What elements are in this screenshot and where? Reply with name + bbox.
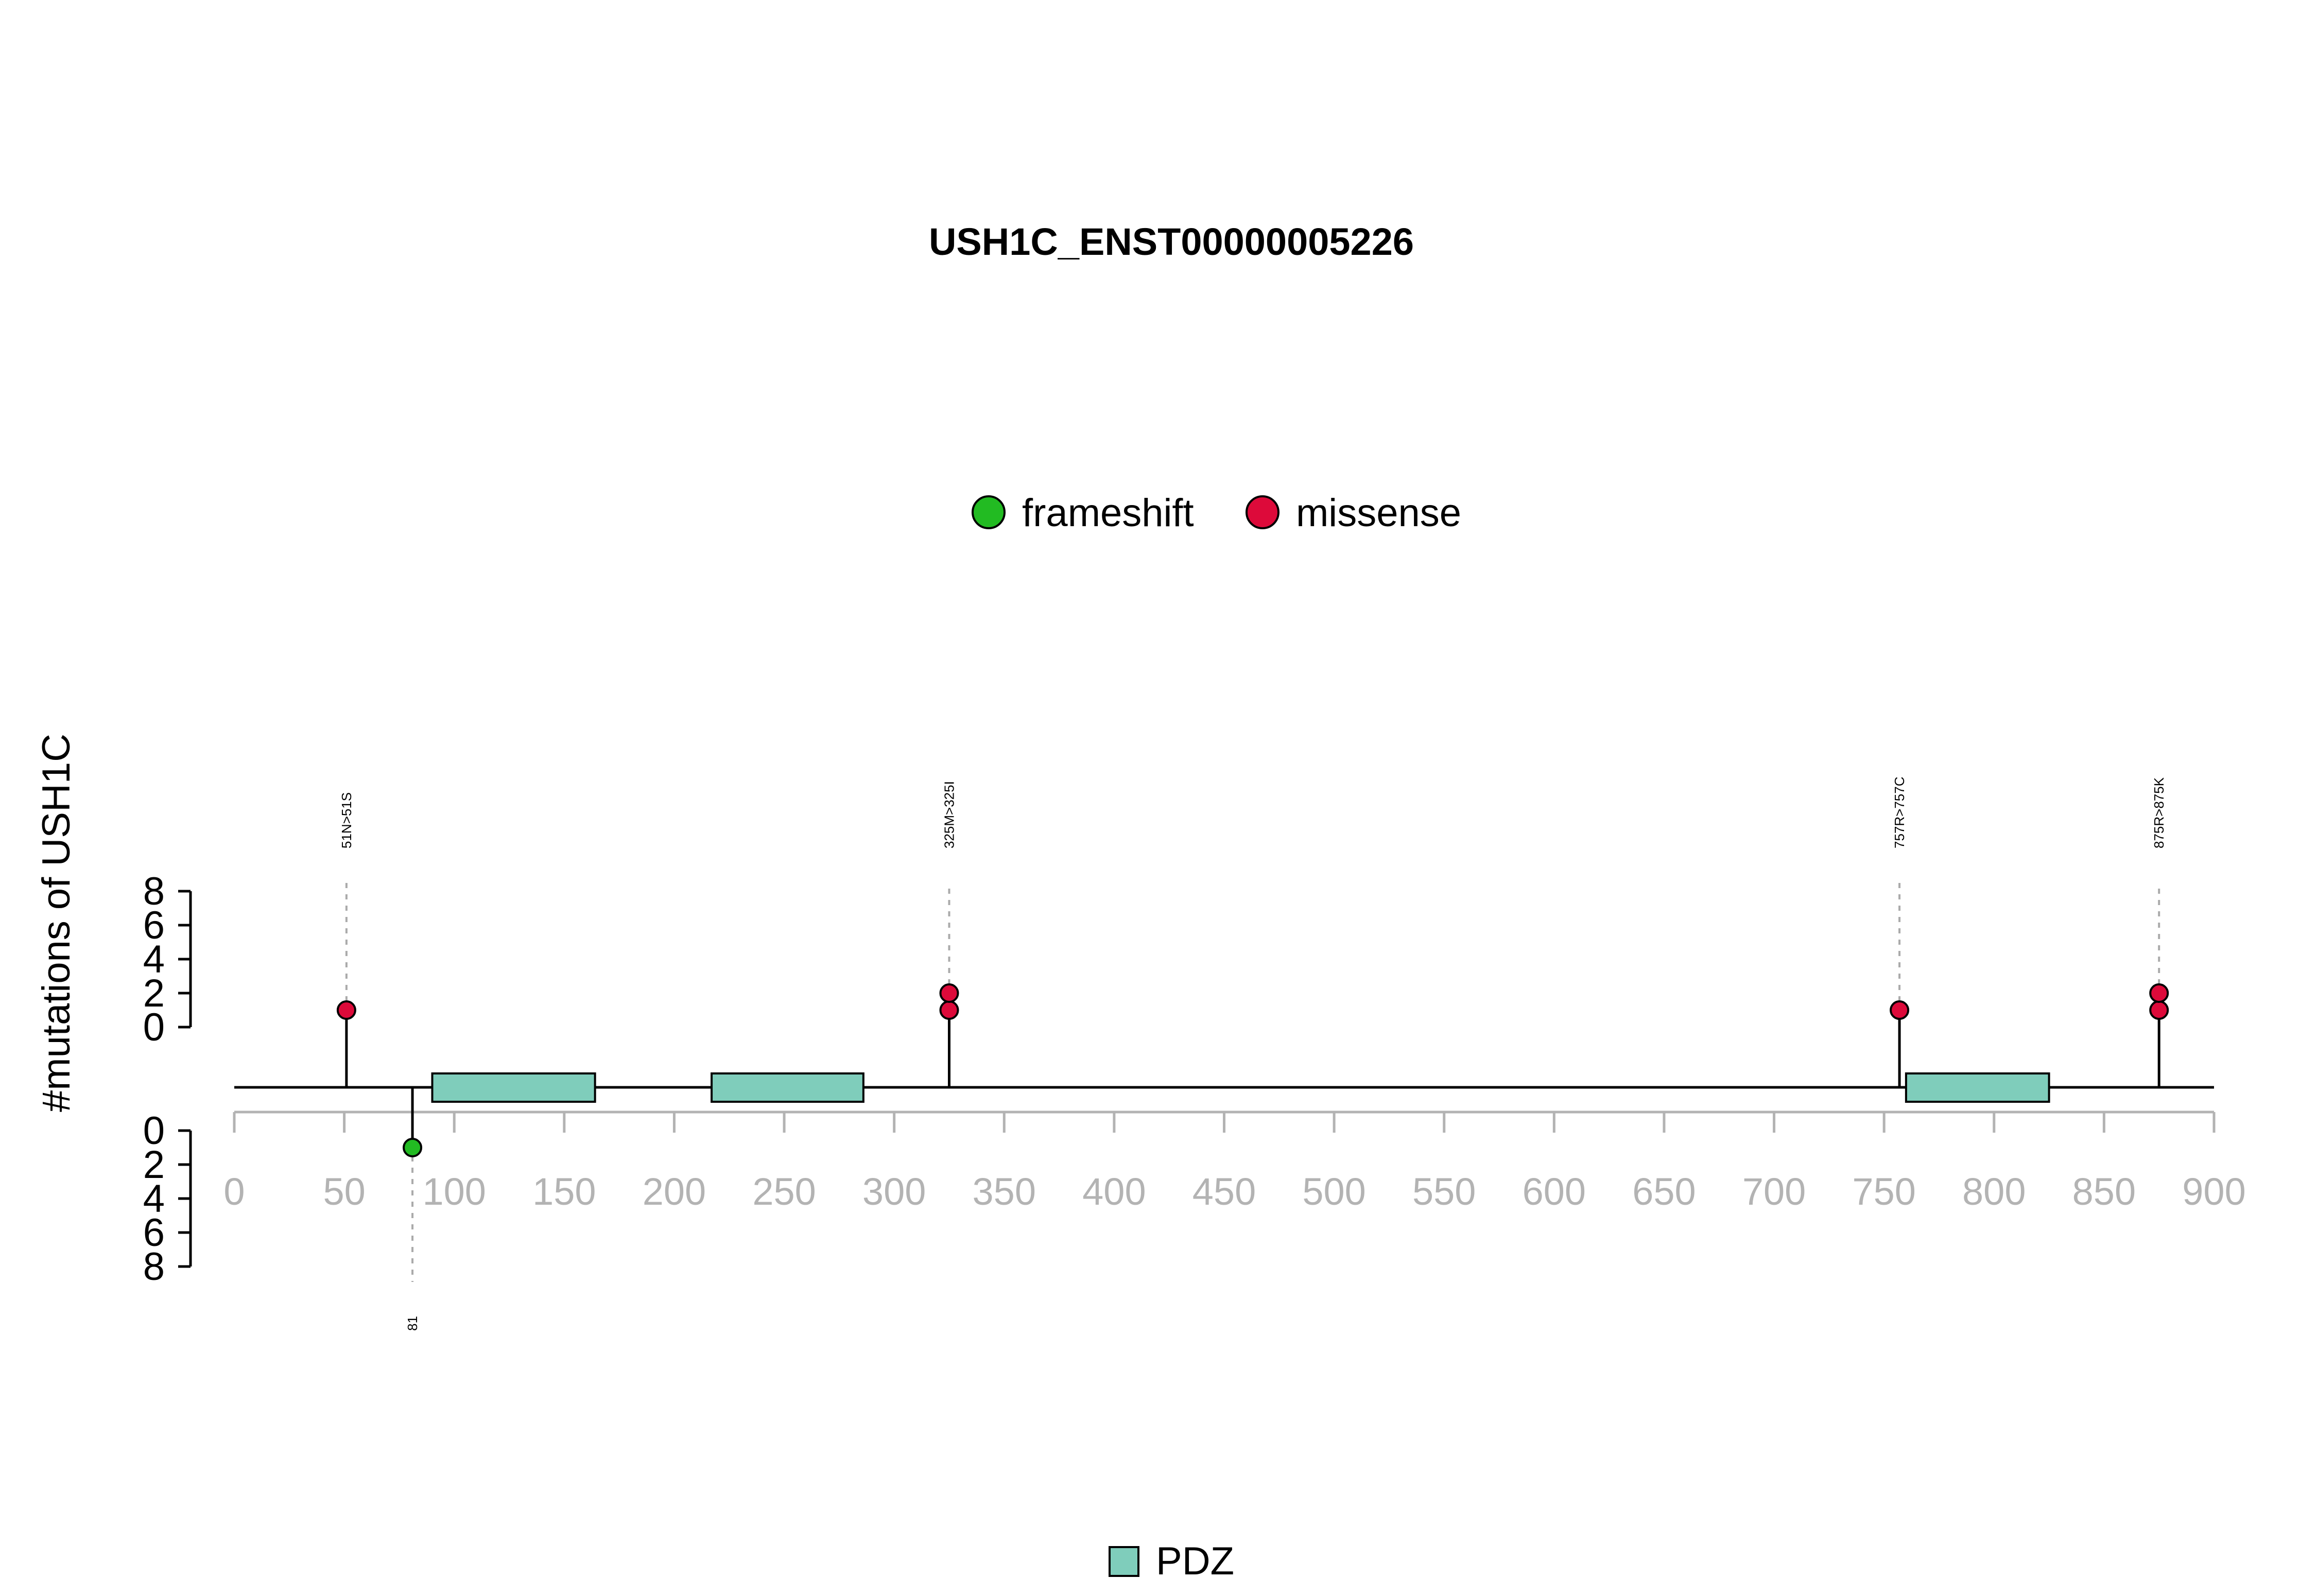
mutation-label: 875R>875K	[2151, 777, 2167, 848]
x-tick-label: 850	[2072, 1170, 2136, 1213]
x-tick-label: 700	[1742, 1170, 1806, 1213]
lower-y-tick-label: 4	[143, 1177, 165, 1221]
x-tick-label: 600	[1523, 1170, 1586, 1213]
x-tick-label: 50	[323, 1170, 365, 1213]
upper-y-tick-label: 2	[143, 972, 165, 1015]
x-tick-label: 650	[1632, 1170, 1696, 1213]
lower-y-tick-label: 6	[143, 1211, 165, 1255]
x-tick-label: 400	[1082, 1170, 1146, 1213]
y-axis-label: #mutations of USH1C	[34, 734, 78, 1112]
mutation-label: 81	[405, 1316, 420, 1331]
mutation-label: 757R>757C	[1892, 777, 1907, 849]
x-tick-label: 500	[1302, 1170, 1365, 1213]
x-tick-label: 0	[223, 1170, 245, 1213]
upper-y-tick-label: 4	[143, 938, 165, 981]
legend-missense-label: missense	[1296, 491, 1461, 535]
lower-y-tick-label: 0	[143, 1109, 165, 1153]
upper-y-tick-label: 0	[143, 1005, 165, 1049]
x-tick-label: 750	[1852, 1170, 1915, 1213]
x-tick-label: 150	[532, 1170, 596, 1213]
upper-y-tick-label: 8	[143, 870, 165, 913]
lollipop-head-missense	[336, 1000, 356, 1020]
chart-title: USH1C_ENST00000005226	[929, 220, 1414, 263]
x-tick-label: 300	[862, 1170, 926, 1213]
lollipop-head-missense	[2149, 1000, 2169, 1020]
domain-pdz	[711, 1072, 864, 1103]
legend-domain-marker	[1109, 1546, 1139, 1577]
lollipop-head-frameshift	[403, 1138, 423, 1157]
legend-domain-label: PDZ	[1156, 1539, 1234, 1583]
lollipops: 51N>51S 325M>325I 757R>757C 875R>875K 81	[336, 777, 2169, 1331]
x-tick-label: 900	[2182, 1170, 2245, 1213]
legend-frameshift-marker	[972, 495, 1006, 529]
mutation-label: 51N>51S	[339, 792, 354, 848]
lollipop-head-missense	[939, 983, 959, 1003]
lollipop-head-missense	[1890, 1000, 1910, 1020]
x-tick-label: 350	[973, 1170, 1036, 1213]
lower-y-tick-label: 2	[143, 1143, 165, 1187]
domain-legend: PDZ	[1109, 1539, 1234, 1583]
mutation-label: 325M>325I	[941, 781, 957, 848]
domain-pdz	[431, 1072, 596, 1103]
domains	[431, 1072, 2050, 1103]
legend-frameshift-label: frameshift	[1022, 491, 1194, 535]
upper-y-tick-label: 6	[143, 904, 165, 947]
lower-y-tick-label: 8	[143, 1245, 165, 1289]
x-tick-label: 550	[1412, 1170, 1476, 1213]
legend-missense-marker	[1246, 495, 1279, 529]
x-tick-label: 200	[643, 1170, 706, 1213]
x-tick-label: 250	[752, 1170, 816, 1213]
x-axis: 0 50 100 150 200 250 300 350 400 450 500 550 600 650 7…	[223, 1111, 2246, 1213]
domain-pdz	[1905, 1072, 2050, 1103]
lollipop-head-missense	[2149, 983, 2169, 1003]
x-tick-label: 800	[1962, 1170, 2026, 1213]
lollipop-head-missense	[939, 1000, 959, 1020]
mutation-type-legend: frameshift missense	[972, 491, 1461, 535]
x-tick-label: 450	[1192, 1170, 1256, 1213]
x-tick-label: 100	[422, 1170, 486, 1213]
